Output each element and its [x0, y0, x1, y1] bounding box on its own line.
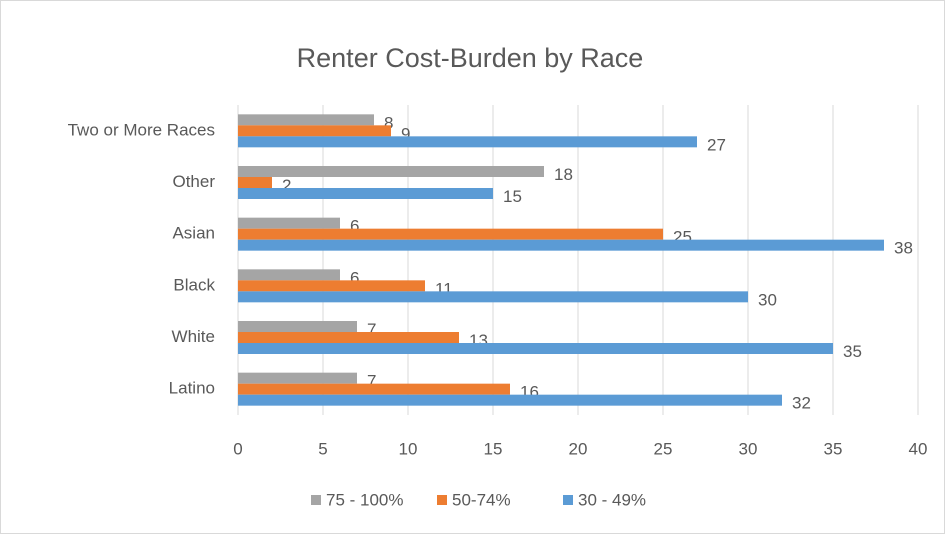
chart-title: Renter Cost-Burden by Race — [297, 43, 644, 73]
legend-swatch — [311, 495, 321, 505]
data-label: 9 — [401, 124, 410, 143]
y-tick-label: Two or More Races — [68, 120, 215, 139]
bar — [238, 321, 357, 332]
data-label: 8 — [384, 113, 393, 132]
bar — [238, 114, 374, 126]
bar — [238, 394, 782, 406]
data-label: 32 — [792, 394, 811, 413]
data-label: 35 — [843, 342, 862, 361]
x-tick-label: 10 — [399, 439, 418, 458]
data-label: 30 — [758, 290, 777, 309]
bar — [238, 166, 544, 177]
data-label: 15 — [503, 187, 522, 206]
bar — [238, 188, 493, 199]
x-tick-label: 40 — [909, 439, 928, 458]
legend-label: 30 - 49% — [578, 490, 646, 509]
bar — [238, 343, 833, 354]
bar — [238, 332, 459, 343]
bar — [238, 228, 663, 240]
legend-label: 75 - 100% — [326, 490, 404, 509]
x-tick-label: 30 — [739, 439, 758, 458]
bar — [238, 125, 391, 137]
data-label: 7 — [367, 320, 376, 339]
legend-swatch — [563, 495, 573, 505]
data-label: 38 — [894, 239, 913, 258]
bar — [238, 217, 340, 229]
x-tick-label: 15 — [484, 439, 503, 458]
x-tick-label: 0 — [233, 439, 242, 458]
bar — [238, 372, 357, 384]
bar — [238, 177, 272, 188]
legend-swatch — [437, 495, 447, 505]
legend-label: 50-74% — [452, 490, 511, 509]
y-tick-label: Asian — [172, 224, 215, 243]
bar — [238, 280, 425, 292]
x-tick-label: 35 — [824, 439, 843, 458]
y-tick-label: Latino — [169, 379, 215, 398]
bar — [238, 239, 884, 251]
x-tick-label: 5 — [318, 439, 327, 458]
data-label: 6 — [350, 268, 359, 287]
bar — [238, 291, 748, 303]
bar — [238, 269, 340, 281]
y-tick-label: Other — [172, 172, 215, 191]
data-label: 27 — [707, 135, 726, 154]
x-tick-label: 20 — [569, 439, 588, 458]
y-tick-label: White — [172, 327, 215, 346]
data-label: 6 — [350, 217, 359, 236]
bar — [238, 136, 697, 148]
y-tick-label: Black — [173, 275, 215, 294]
data-label: 18 — [554, 165, 573, 184]
bar — [238, 383, 510, 395]
data-label: 7 — [367, 372, 376, 391]
x-tick-label: 25 — [654, 439, 673, 458]
data-label: 2 — [282, 176, 291, 195]
